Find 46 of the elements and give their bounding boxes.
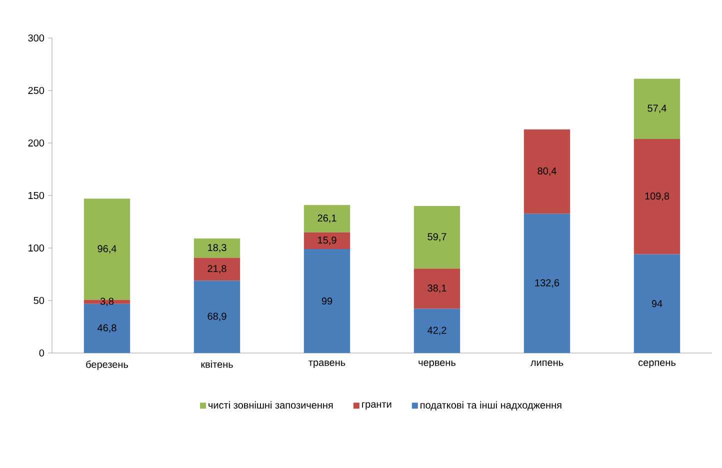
bar	[194, 258, 240, 281]
y-tick-label: 0	[39, 349, 44, 357]
x-tick-label: березень	[86, 360, 128, 370]
y-tick-label: 50	[34, 296, 44, 304]
data-label: 21,8	[208, 265, 226, 274]
data-label: 42,2	[428, 326, 446, 335]
data-label: 109,8	[645, 192, 670, 201]
data-label: 96,4	[98, 245, 116, 254]
data-label: 68,9	[208, 312, 226, 321]
data-label: 57,4	[648, 104, 666, 113]
bar	[304, 232, 350, 250]
bar	[634, 78, 680, 140]
legend-label: податкові та інші надходження	[420, 401, 562, 411]
y-tick-label: 100	[28, 244, 44, 252]
data-label: 59,7	[428, 233, 446, 242]
data-label: 132,6	[535, 279, 560, 288]
bar	[194, 280, 240, 353]
y-tick-label: 200	[28, 139, 44, 147]
x-tick-label: липень	[530, 360, 564, 366]
x-tick-label: червень	[418, 360, 456, 368]
data-label: 15,9	[318, 236, 336, 245]
bar	[634, 254, 680, 353]
bar	[304, 204, 350, 232]
data-label: 38,1	[428, 284, 446, 293]
data-label: 18,3	[208, 244, 226, 252]
bar	[414, 308, 460, 353]
data-label: 99	[322, 297, 332, 305]
data-label: 26,1	[318, 214, 336, 223]
x-tick-label: квітень	[201, 360, 233, 368]
bar	[524, 129, 570, 214]
legend-label: гранти	[362, 402, 392, 410]
y-tick-label: 250	[28, 86, 44, 94]
x-tick-label: серпень	[638, 360, 676, 368]
y-tick-label: 300	[28, 34, 44, 42]
legend-label: чисті зовнішні запозичення	[208, 401, 333, 409]
bar	[414, 206, 460, 269]
x-tick-label: травень	[308, 360, 346, 368]
bar	[194, 238, 240, 258]
bar	[414, 268, 460, 309]
data-label: 94	[652, 300, 662, 308]
bar	[634, 139, 680, 254]
bar	[304, 249, 350, 353]
y-tick-label: 150	[28, 192, 44, 200]
data-label: 80,4	[538, 167, 556, 176]
bar	[524, 214, 570, 353]
data-label: 46,8	[98, 324, 116, 333]
